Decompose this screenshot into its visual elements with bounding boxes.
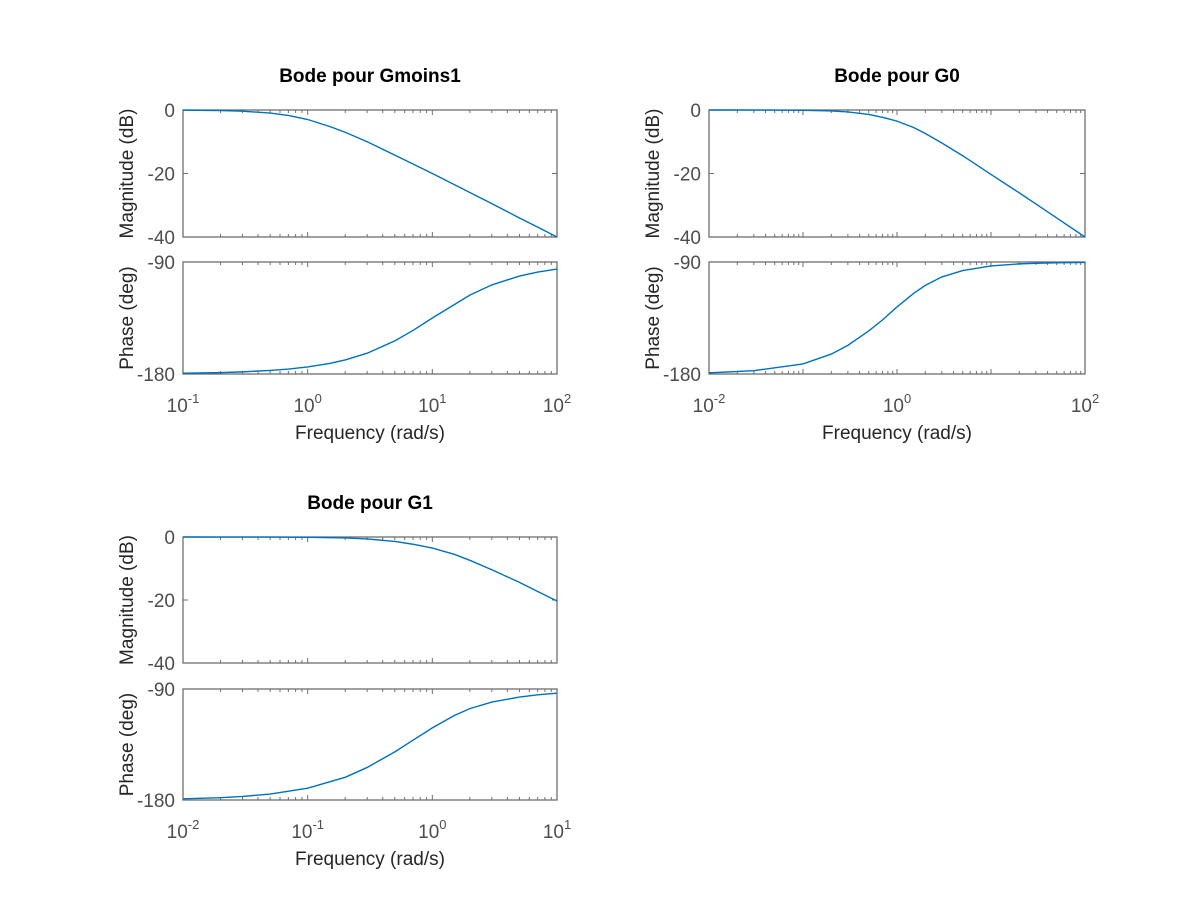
phase-curve (708, 261, 1086, 374)
y-tick-label: 0 (690, 101, 701, 122)
x-tick-label: 10-1 (291, 817, 324, 843)
y-tick-label: -90 (148, 253, 175, 274)
phase-axis-label: Phase (deg) (643, 266, 664, 370)
y-tick-label: -40 (674, 228, 701, 249)
x-tick-label: 101 (543, 817, 571, 843)
y-tick-label: -20 (148, 591, 175, 612)
x-tick-label: 102 (1071, 391, 1099, 417)
y-tick-label: 0 (164, 101, 175, 122)
magnitude-axis-label: Magnitude (dB) (117, 109, 138, 239)
x-tick-label: 101 (418, 391, 446, 417)
bode-panel-1: Bode pour Gmoins1 0 -20 -40 Magnitude (dB) -9… (117, 66, 571, 444)
y-tick-label: -90 (674, 253, 701, 274)
x-axis-label: Frequency (rad/s) (295, 849, 445, 870)
x-tick-label: 10-1 (167, 391, 200, 417)
magnitude-curve (182, 536, 558, 602)
y-tick-label: -180 (137, 791, 175, 812)
phase-curve (182, 692, 558, 800)
y-tick-label: -180 (137, 365, 175, 386)
magnitude-curve (182, 109, 558, 238)
magnitude-axes: 0 -20 -40 Magnitude (dB) (117, 528, 558, 675)
panel-title: Bode pour G1 (307, 493, 433, 514)
y-tick-label: -40 (148, 228, 175, 249)
y-tick-label: -180 (663, 365, 701, 386)
x-tick-label: 100 (418, 817, 446, 843)
magnitude-axis-label: Magnitude (dB) (643, 109, 664, 239)
y-tick-label: -20 (674, 165, 701, 186)
y-tick-label: -40 (148, 654, 175, 675)
phase-curve (182, 268, 558, 374)
x-tick-label: 100 (293, 391, 321, 417)
phase-plot-area (708, 261, 1086, 375)
x-tick-label: 10-2 (693, 391, 726, 417)
y-tick-label: -90 (148, 680, 175, 701)
x-axis-label: Frequency (rad/s) (295, 423, 445, 444)
x-tick-label: 100 (883, 391, 911, 417)
magnitude-curve (708, 109, 1086, 238)
magnitude-axes: 0 -20 -40 Magnitude (dB) (117, 101, 558, 249)
bode-panel-2: Bode pour G0 0 -20 -40 Magnitude (dB) -90 -180… (643, 66, 1099, 444)
phase-plot-area (182, 261, 558, 375)
y-tick-label: 0 (164, 528, 175, 549)
phase-axis-label: Phase (deg) (117, 693, 138, 797)
phase-plot-area (182, 688, 558, 801)
x-tick-label: 10-2 (167, 817, 200, 843)
magnitude-plot-area (182, 536, 558, 664)
y-tick-label: -20 (148, 165, 175, 186)
magnitude-axes: 0 -20 -40 Magnitude (dB) (643, 101, 1086, 249)
magnitude-axis-label: Magnitude (dB) (117, 535, 138, 665)
phase-axis-label: Phase (deg) (117, 266, 138, 370)
x-axis-label: Frequency (rad/s) (822, 423, 972, 444)
magnitude-plot-area (182, 109, 558, 238)
x-tick-label: 102 (543, 391, 571, 417)
panel-title: Bode pour Gmoins1 (279, 66, 461, 87)
bode-panel-3: Bode pour G1 0 -20 -40 Magnitude (dB) -90 -180… (117, 493, 571, 870)
panel-title: Bode pour G0 (834, 66, 960, 87)
magnitude-plot-area (708, 109, 1086, 238)
